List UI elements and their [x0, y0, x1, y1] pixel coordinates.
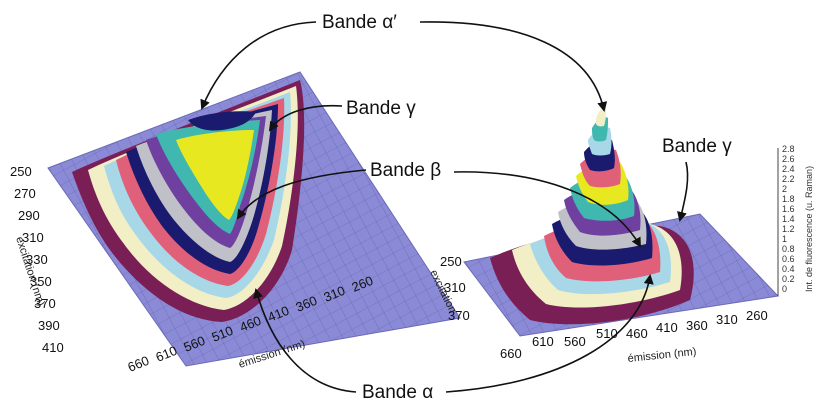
right-z-tick: 2.2 [782, 174, 795, 184]
right-z-tick: 1.6 [782, 204, 795, 214]
label-bande-alpha-prime: Bande α′ [322, 12, 397, 33]
right-z-tick: 2.8 [782, 144, 795, 154]
right-peak [596, 107, 606, 127]
left-x-tick: 660 [126, 353, 152, 375]
right-y-ticks: 250 310 370 [440, 254, 470, 323]
right-surface-plot: 2.8 2.6 2.4 2.2 2 1.8 1.6 1.4 1.2 1 0.8 … [427, 107, 814, 365]
left-surface-plot: 250 270 290 310 330 350 370 390 410 exci… [10, 71, 461, 375]
right-z-axis-label: Int. de fluorescence (u. Raman) [804, 166, 814, 292]
right-z-tick: 0.4 [782, 264, 795, 274]
left-y-axis-label: excitation (nm) [13, 235, 47, 307]
left-y-tick: 250 [10, 164, 32, 179]
right-z-tick: 0.2 [782, 274, 795, 284]
right-x-tick: 260 [746, 308, 768, 323]
arrow-beta-left [236, 169, 367, 220]
arrow-alpha-prime-left [200, 21, 317, 110]
left-band-dark-core [188, 111, 256, 131]
label-bande-beta: Bande β [370, 160, 441, 181]
right-z-ticks: 2.8 2.6 2.4 2.2 2 1.8 1.6 1.4 1.2 1 0.8 … [782, 144, 795, 294]
left-y-tick: 330 [26, 252, 48, 267]
left-y-ticks: 250 270 290 310 330 350 370 390 410 [10, 164, 64, 355]
left-y-tick: 270 [14, 186, 36, 201]
label-bande-gamma-right: Bande γ [662, 136, 732, 157]
right-y-tick: 370 [448, 308, 470, 323]
right-z-tick: 1.8 [782, 194, 795, 204]
left-y-tick: 290 [18, 208, 40, 223]
right-z-tick: 1.4 [782, 214, 795, 224]
right-y-tick: 250 [440, 254, 462, 269]
right-x-ticks: 660 610 560 510 460 410 360 310 260 [500, 308, 768, 361]
left-y-tick: 370 [34, 296, 56, 311]
right-z-tick: 2 [782, 184, 787, 194]
arrow-alpha-right [445, 274, 654, 393]
label-bande-alpha: Bande α [362, 382, 433, 403]
right-z-tick: 2.4 [782, 164, 795, 174]
label-bande-gamma-left: Bande γ [346, 98, 416, 119]
right-z-tick: 0.6 [782, 254, 795, 264]
left-y-tick: 390 [38, 318, 60, 333]
right-y-tick: 310 [444, 280, 466, 295]
arrow-gamma-right [677, 161, 689, 222]
left-y-tick: 350 [30, 274, 52, 289]
right-x-tick: 310 [716, 312, 738, 327]
right-x-tick: 510 [596, 326, 618, 341]
arrow-beta-right [453, 171, 641, 248]
right-z-tick: 1 [782, 234, 787, 244]
left-y-tick: 310 [22, 230, 44, 245]
arrow-gamma-left [268, 104, 343, 132]
right-x-tick: 660 [500, 346, 522, 361]
right-z-tick: 2.6 [782, 154, 795, 164]
left-band-yellow [176, 130, 254, 220]
right-x-tick: 560 [564, 334, 586, 349]
right-z-tick: 0.8 [782, 244, 795, 254]
right-z-tick: 1.2 [782, 224, 795, 234]
right-x-tick: 360 [686, 318, 708, 333]
left-y-tick: 410 [42, 340, 64, 355]
right-x-axis-label: émission (nm) [627, 346, 697, 365]
right-x-tick: 460 [626, 326, 648, 341]
right-z-tick: 0 [782, 284, 787, 294]
right-x-tick: 410 [656, 320, 678, 335]
arrow-alpha-left [253, 288, 357, 393]
right-x-tick: 610 [532, 334, 554, 349]
arrow-alpha-prime-right [419, 21, 608, 112]
